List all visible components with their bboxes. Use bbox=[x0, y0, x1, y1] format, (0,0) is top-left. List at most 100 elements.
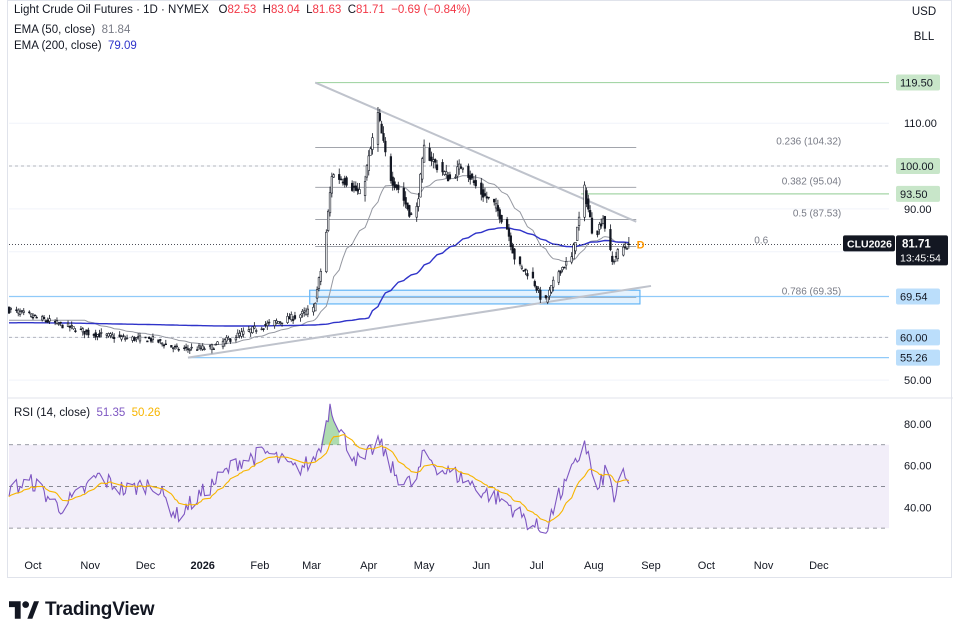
candle-down bbox=[159, 339, 162, 341]
candle-down bbox=[500, 214, 503, 223]
level-badge bbox=[896, 185, 940, 202]
candle-down bbox=[472, 180, 476, 183]
candle-up bbox=[138, 335, 142, 342]
candle-up bbox=[96, 334, 99, 337]
candle-up bbox=[319, 270, 322, 282]
ohlc-low: L81.63 bbox=[306, 4, 342, 16]
candle-down bbox=[352, 185, 356, 188]
chart-canvas[interactable]: 0.236 (104.32) 0.382 (95.04) 0.5 (87.53) 0.… bbox=[8, 1, 953, 579]
candle-up bbox=[275, 320, 278, 324]
candle-down bbox=[148, 336, 151, 339]
countdown-label: 13:45:54 bbox=[900, 252, 941, 264]
candle-down bbox=[351, 182, 354, 191]
ohlc-open: O82.53 bbox=[218, 4, 257, 16]
candle-down bbox=[603, 216, 607, 229]
candle-down bbox=[356, 188, 359, 192]
candle-up bbox=[72, 326, 75, 330]
time-axis-label: Aug bbox=[584, 560, 604, 572]
candle-up bbox=[312, 306, 315, 313]
candle-down bbox=[509, 235, 512, 247]
candle-down bbox=[485, 196, 488, 199]
tradingview-logo[interactable]: TradingView bbox=[9, 598, 155, 622]
candle-down bbox=[397, 184, 400, 190]
candle-down bbox=[526, 273, 529, 277]
time-axis-label: Oct bbox=[698, 560, 715, 572]
candle-down bbox=[563, 266, 566, 269]
candle-up bbox=[120, 336, 123, 340]
time-axis-label: Oct bbox=[24, 560, 41, 572]
candle-up bbox=[124, 338, 127, 340]
time-axis-label: Jul bbox=[530, 560, 544, 572]
candle-up bbox=[236, 332, 239, 338]
candle-up bbox=[175, 345, 179, 348]
candle-down bbox=[441, 162, 444, 173]
candle-up bbox=[125, 337, 129, 339]
rsi-value: 51.35 bbox=[96, 407, 126, 419]
candle-up bbox=[242, 330, 245, 335]
candle-up bbox=[574, 241, 577, 252]
candle-down bbox=[428, 147, 431, 161]
candle-up bbox=[330, 176, 333, 194]
candle-down bbox=[46, 319, 49, 323]
candle-up bbox=[280, 322, 284, 325]
candles-group bbox=[8, 106, 631, 354]
candle-up bbox=[317, 277, 321, 289]
candle-down bbox=[196, 349, 199, 351]
candle-up bbox=[616, 249, 619, 260]
time-axis-label: Nov bbox=[80, 560, 100, 572]
candle-down bbox=[94, 332, 97, 338]
candle-down bbox=[118, 334, 121, 337]
candle-down bbox=[345, 177, 348, 186]
candle-up bbox=[199, 347, 202, 350]
candle-down bbox=[524, 268, 527, 271]
candle-down bbox=[585, 190, 588, 205]
candle-down bbox=[611, 255, 614, 262]
candle-down bbox=[624, 246, 627, 248]
support-zone bbox=[309, 289, 641, 305]
candle-down bbox=[59, 321, 62, 324]
currency-button[interactable]: USD bbox=[904, 2, 944, 22]
candle-up bbox=[260, 328, 263, 331]
candle-up bbox=[376, 112, 380, 145]
fib-label: 0.236 (104.32) bbox=[776, 137, 841, 148]
dividend-marker: D bbox=[637, 239, 645, 251]
candle-up bbox=[197, 345, 201, 348]
candle-down bbox=[186, 348, 190, 350]
candle-up bbox=[365, 165, 369, 178]
candle-down bbox=[600, 223, 603, 227]
candle-down bbox=[378, 112, 381, 121]
trendline bbox=[187, 284, 652, 359]
candle-down bbox=[434, 159, 437, 163]
level-badge bbox=[896, 329, 940, 346]
candle-up bbox=[598, 224, 601, 230]
time-axis-label: Jun bbox=[472, 560, 490, 572]
candle-down bbox=[8, 307, 11, 314]
candle-down bbox=[480, 182, 483, 195]
candle-down bbox=[544, 295, 547, 298]
rsi-axis-tick: 40.00 bbox=[904, 502, 932, 514]
candle-down bbox=[74, 330, 77, 333]
candle-down bbox=[264, 324, 267, 326]
ema50-line bbox=[9, 175, 629, 346]
candle-down bbox=[627, 243, 631, 246]
candle-up bbox=[203, 348, 206, 350]
candle-up bbox=[273, 320, 276, 326]
candle-down bbox=[535, 286, 538, 291]
candle-down bbox=[338, 174, 341, 180]
candle-down bbox=[382, 133, 385, 141]
time-axis-label: Apr bbox=[360, 560, 377, 572]
candle-down bbox=[393, 181, 396, 188]
candle-up bbox=[572, 244, 575, 260]
candle-down bbox=[42, 316, 46, 320]
tradingview-logo-icon bbox=[9, 601, 39, 619]
unit-button[interactable]: BLL bbox=[904, 27, 944, 47]
candle-down bbox=[229, 338, 232, 342]
candle-up bbox=[188, 349, 191, 351]
candle-up bbox=[105, 333, 108, 336]
candle-up bbox=[214, 343, 217, 346]
candle-down bbox=[149, 338, 153, 342]
ema200-value: 79.09 bbox=[107, 40, 137, 52]
level-badge bbox=[896, 349, 940, 366]
candle-up bbox=[456, 166, 459, 177]
candle-down bbox=[498, 209, 501, 220]
